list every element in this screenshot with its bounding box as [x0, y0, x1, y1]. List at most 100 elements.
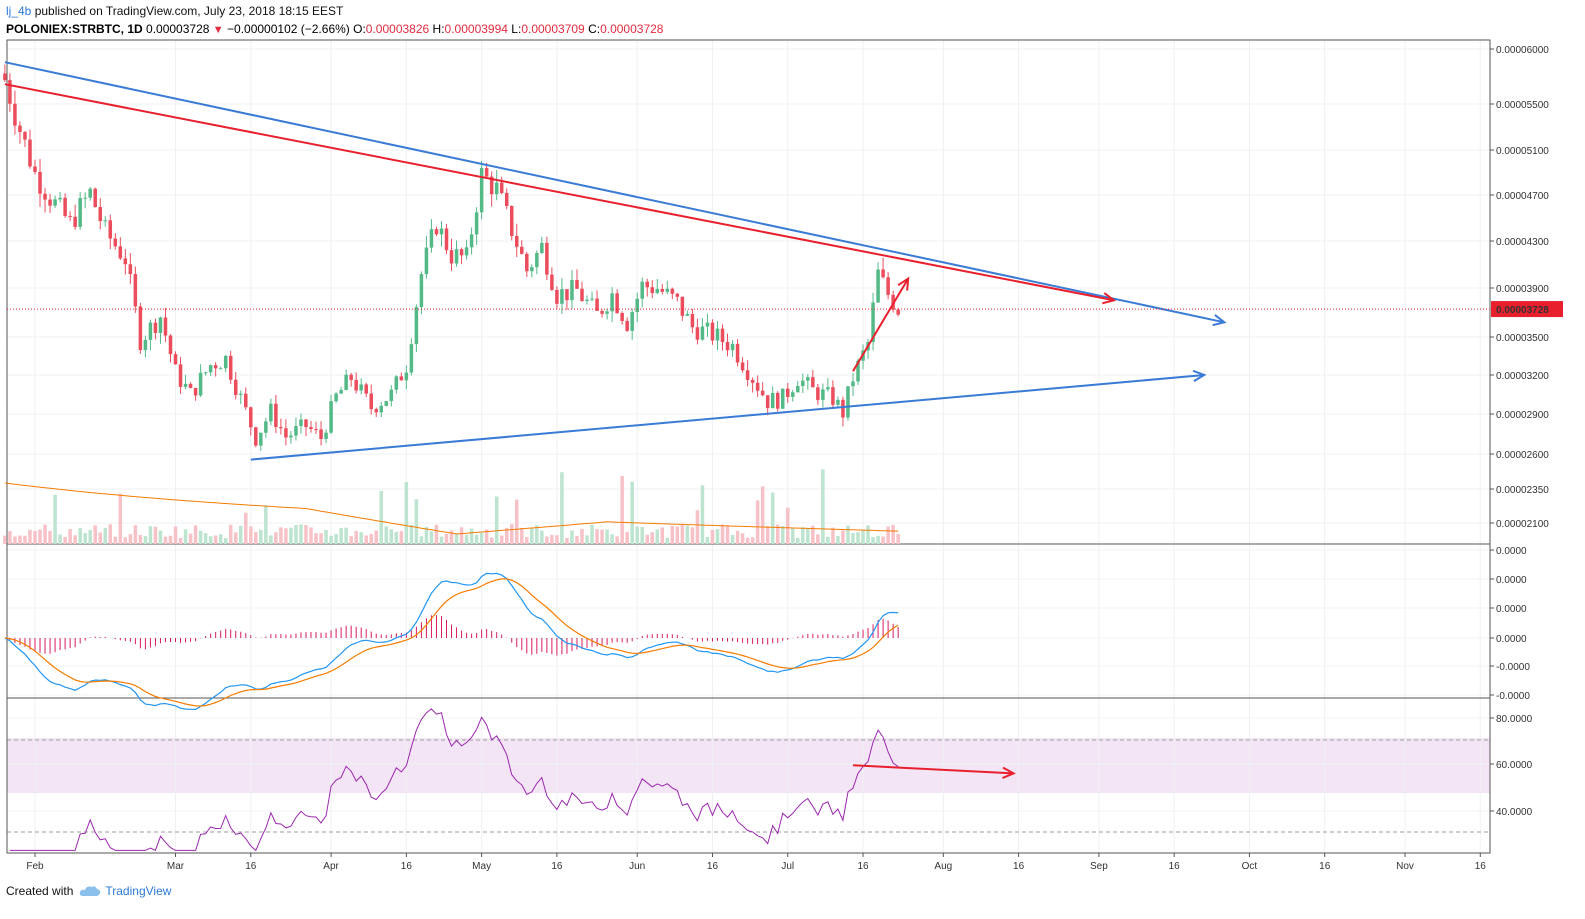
candle-body — [464, 247, 469, 256]
volume-bar — [8, 531, 12, 544]
candle-body — [18, 125, 22, 133]
macd-axis-label: -0.0000 — [1496, 662, 1530, 673]
candle-body — [73, 216, 77, 227]
volume-bar — [18, 535, 22, 544]
volume-bar — [760, 486, 765, 544]
price-axis-label: 0.00004300 — [1496, 237, 1549, 248]
volume-bar — [63, 537, 67, 544]
candle-body — [474, 212, 479, 235]
price-axis-label: 0.00003500 — [1496, 333, 1549, 344]
volume-bar — [123, 537, 128, 544]
candle-body — [831, 387, 835, 405]
date-axis-label: 16 — [1169, 861, 1181, 872]
volume-ma-line — [4, 482, 899, 535]
volume-bar — [755, 500, 760, 544]
price-axis-label: 0.00005500 — [1496, 100, 1549, 111]
candle-body — [610, 293, 614, 312]
volume-bar — [449, 530, 454, 544]
date-axis-label: 16 — [1319, 861, 1331, 872]
trendline-short-red-up — [852, 278, 910, 372]
price-change: −0.00000102 (−2.66%) — [227, 22, 350, 36]
volume-bar — [173, 526, 178, 544]
date-axis-label: 16 — [401, 861, 413, 872]
candle-body — [690, 314, 695, 328]
candle-body — [339, 390, 343, 394]
candle-body — [630, 312, 634, 331]
candle-body — [705, 322, 710, 327]
volume-bar — [359, 532, 363, 544]
volume-bar — [233, 532, 238, 544]
trendline-upper-blue — [4, 61, 1225, 324]
candle-body — [525, 253, 529, 272]
candle-body — [404, 372, 409, 381]
volume-bar — [459, 527, 464, 544]
volume-bar — [806, 528, 810, 544]
candle-body — [785, 388, 790, 397]
candle-body — [158, 317, 163, 333]
open-value: 0.00003826 — [365, 22, 430, 36]
candle-body — [620, 313, 624, 321]
candle-body — [143, 339, 148, 351]
candle-body — [299, 419, 303, 427]
volume-bar — [13, 536, 17, 544]
volume-bar — [73, 535, 77, 544]
volume-bar — [208, 536, 213, 544]
candle-body — [88, 188, 92, 198]
candle-body — [650, 287, 655, 294]
volume-bar — [464, 534, 469, 544]
candle-body — [178, 364, 183, 387]
candle-body — [163, 317, 168, 336]
candle-body — [244, 393, 248, 408]
rsi-axis-label: 40.0000 — [1496, 807, 1533, 818]
price-axis-label: 0.00002100 — [1496, 519, 1549, 530]
author-link[interactable]: lj_4b — [6, 4, 32, 18]
macd-axis-label: 0.0000 — [1496, 546, 1527, 557]
date-axis-label: Aug — [934, 861, 952, 872]
volume-bar — [881, 536, 885, 544]
volume-bar — [304, 524, 308, 544]
volume-bar — [264, 505, 268, 544]
volume-bar — [775, 524, 780, 544]
footer: Created with TradingView — [6, 884, 171, 898]
volume-bar — [555, 535, 559, 544]
volume-bar — [530, 528, 534, 544]
price-axis-label: 0.00002600 — [1496, 450, 1549, 461]
date-axis-label: 16 — [245, 861, 257, 872]
volume-bar — [394, 531, 399, 544]
candle-body — [399, 376, 404, 381]
candle-body — [765, 395, 770, 409]
volume-bar — [409, 524, 414, 544]
low-value: 0.00003709 — [521, 22, 585, 36]
volume-bar — [329, 535, 333, 544]
candle-body — [816, 387, 820, 400]
volume-bar — [720, 524, 725, 544]
trendline-lower-blue-arrowhead — [1192, 369, 1207, 383]
candle-body — [63, 197, 67, 216]
volume-bar — [861, 529, 865, 544]
volume-bar — [148, 526, 153, 544]
volume-bar — [499, 535, 504, 544]
candle-body — [570, 279, 574, 301]
candle-body — [384, 401, 389, 406]
volume-bar — [665, 537, 670, 544]
volume-bar — [876, 535, 880, 544]
volume-bar — [78, 528, 82, 544]
candle-body — [314, 428, 318, 430]
tradingview-brand[interactable]: TradingView — [79, 884, 171, 898]
candle-body — [826, 387, 830, 390]
volume-bar — [610, 534, 614, 544]
candle-body — [228, 355, 233, 380]
candle-body — [665, 288, 670, 292]
candle-body — [374, 409, 379, 413]
candle-body — [580, 288, 584, 302]
candle-body — [821, 389, 825, 400]
volume-bar — [851, 532, 855, 544]
open-label: O: — [353, 22, 366, 36]
candle-body — [213, 365, 218, 369]
chart-canvas[interactable]: 0.00006000 0.00005500 0.00005100 0.00004700… — [0, 38, 1585, 878]
date-axis-label: May — [472, 861, 491, 872]
candle-body — [504, 193, 509, 206]
volume-bar — [715, 529, 720, 544]
candle-body — [183, 383, 188, 387]
rsi-divergence-arrow — [852, 764, 1014, 775]
